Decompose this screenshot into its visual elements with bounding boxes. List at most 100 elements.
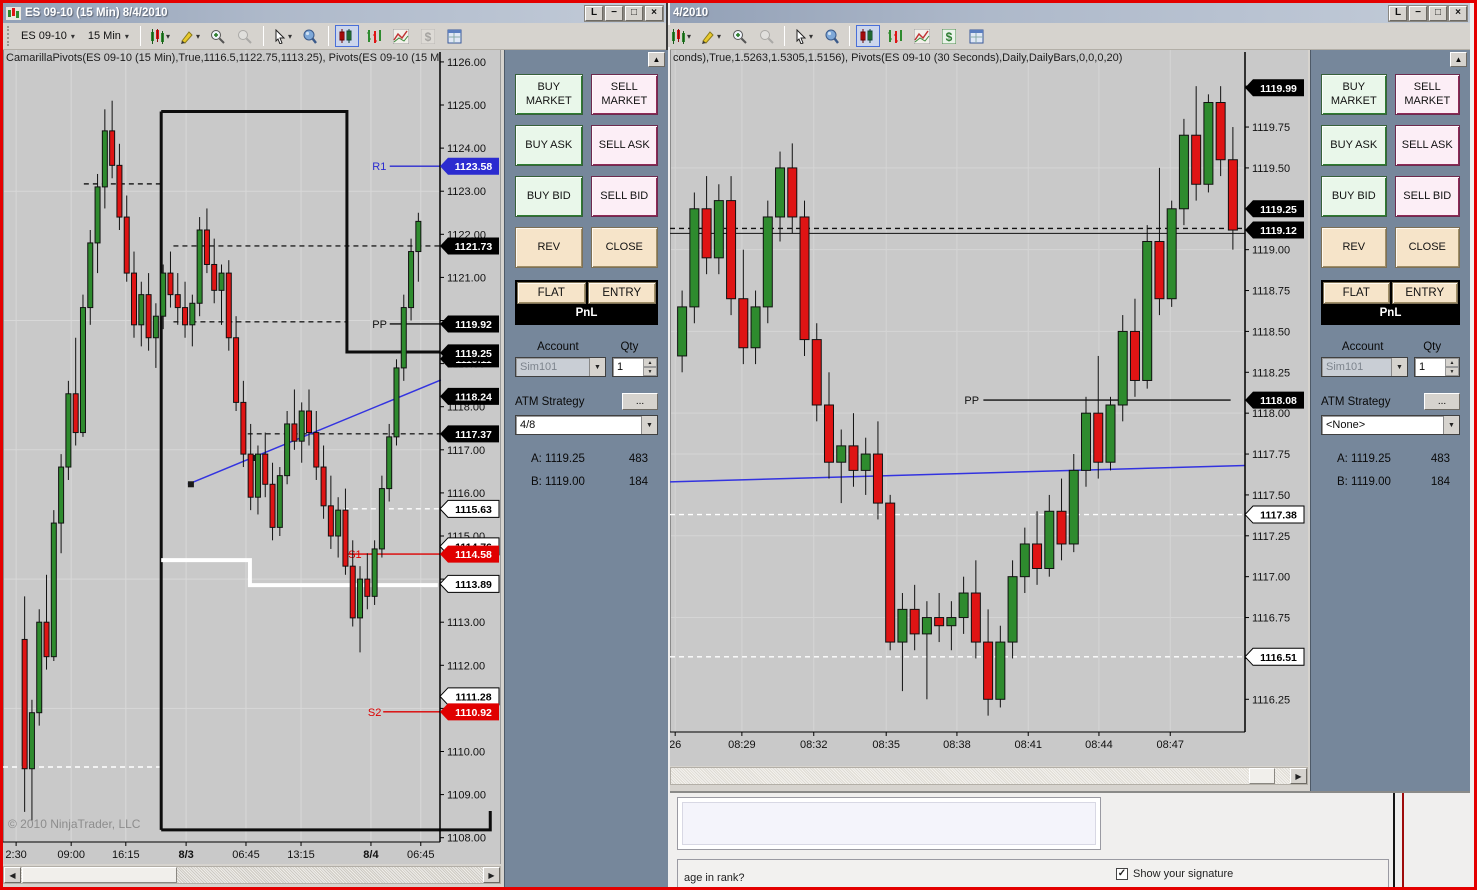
reverse-button[interactable]: REV <box>1321 227 1387 268</box>
chart-style-line-button[interactable] <box>910 25 935 47</box>
sell-market-button[interactable]: SELL MARKET <box>1394 74 1460 115</box>
buy-ask-button[interactable]: BUY ASK <box>1321 125 1387 166</box>
chart-style-bars-button[interactable] <box>361 25 386 47</box>
layout-button[interactable]: L <box>1388 4 1408 22</box>
dollar-display-button[interactable]: $ <box>415 25 440 47</box>
chart-window-right: 4/2010 L − □ × ▾ ▾ <box>668 3 1470 793</box>
close-position-button[interactable]: CLOSE <box>1394 227 1460 268</box>
chevron-down-icon: ▾ <box>195 31 200 41</box>
sell-ask-button[interactable]: SELL ASK <box>590 125 658 166</box>
scrollbar-thumb[interactable] <box>22 867 177 883</box>
instrument-selector[interactable]: ES 09-10 ▾ <box>16 26 80 46</box>
minimize-button[interactable]: − <box>604 4 624 22</box>
maximize-button[interactable]: □ <box>624 4 644 22</box>
svg-text:1118.00: 1118.00 <box>1252 408 1290 420</box>
chevron-down-icon: ▾ <box>124 31 129 41</box>
dollar-display-button[interactable]: $ <box>937 25 962 47</box>
zoom-out-button[interactable] <box>232 25 257 47</box>
pencil-icon <box>702 30 714 44</box>
svg-text:8/3: 8/3 <box>178 849 193 861</box>
buy-market-button[interactable]: BUY MARKET <box>515 74 583 115</box>
period-type-button[interactable]: ▾ <box>146 25 173 47</box>
drawing-tools-button[interactable]: ▾ <box>697 25 725 47</box>
spin-up-icon[interactable]: ▲ <box>1445 358 1459 367</box>
price-chart-left[interactable]: CamarillaPivots(ES 09-10 (15 Min),True,1… <box>3 50 501 864</box>
sell-market-button[interactable]: SELL MARKET <box>590 74 658 115</box>
close-position-button[interactable]: CLOSE <box>590 227 658 268</box>
chart-style-bars-button[interactable] <box>883 25 908 47</box>
interval-selector[interactable]: 15 Min ▾ <box>82 26 134 46</box>
account-select[interactable]: Sim101 ▼ <box>515 357 606 377</box>
background-browser-page: age in rank? ✓ Show your signature <box>668 793 1470 887</box>
buy-bid-button[interactable]: BUY BID <box>1321 176 1387 217</box>
sell-bid-button[interactable]: SELL BID <box>590 176 658 217</box>
close-button[interactable]: × <box>644 4 664 22</box>
zoom-out-button[interactable] <box>754 25 779 47</box>
period-type-button[interactable]: ▾ <box>668 25 695 47</box>
ask-size: 483 <box>628 453 648 465</box>
entry-button[interactable]: ENTRY <box>1391 282 1458 304</box>
atm-more-button[interactable]: ... <box>622 393 658 410</box>
data-box-button[interactable] <box>297 25 322 47</box>
panel-scroll-up-button[interactable]: ▲ <box>648 52 665 67</box>
scroll-right-button[interactable]: ▶ <box>1290 768 1307 784</box>
scroll-left-button[interactable]: ◀ <box>4 867 21 883</box>
candlestick-icon <box>150 28 164 44</box>
svg-text:1119.92: 1119.92 <box>455 319 492 331</box>
spin-down-icon[interactable]: ▼ <box>643 367 657 376</box>
scroll-right-button[interactable]: ▶ <box>483 867 500 883</box>
svg-text:1124.00: 1124.00 <box>447 143 486 155</box>
svg-text:1125.00: 1125.00 <box>447 100 486 112</box>
horizontal-scrollbar-left[interactable]: ◀ ▶ <box>3 866 501 884</box>
spin-up-icon[interactable]: ▲ <box>643 358 657 367</box>
buy-bid-button[interactable]: BUY BID <box>515 176 583 217</box>
atm-strategy-label: ATM Strategy <box>1321 395 1391 408</box>
cursor-tool-button[interactable]: ▾ <box>791 25 817 47</box>
signature-checkbox[interactable]: ✓ <box>1116 868 1128 880</box>
svg-text:PP: PP <box>964 395 979 407</box>
buy-ask-button[interactable]: BUY ASK <box>515 125 583 166</box>
atm-more-button[interactable]: ... <box>1424 393 1460 410</box>
chart-style-candle-button[interactable] <box>334 25 359 47</box>
flat-button[interactable]: FLAT <box>1323 282 1390 304</box>
toolbar-grip[interactable] <box>7 26 11 46</box>
titlebar-left[interactable]: ES 09-10 (15 Min) 8/4/2010 L − □ × <box>3 3 666 23</box>
quantity-stepper[interactable]: 1 ▲ ▼ <box>1414 357 1460 377</box>
spin-down-icon[interactable]: ▼ <box>1445 367 1459 376</box>
reply-text-area[interactable] <box>677 797 1101 850</box>
titlebar-right[interactable]: 4/2010 L − □ × <box>670 3 1470 23</box>
buy-market-button[interactable]: BUY MARKET <box>1321 74 1387 115</box>
close-button[interactable]: × <box>1448 4 1468 22</box>
chart-style-candle-button[interactable] <box>856 25 881 47</box>
price-chart-right[interactable]: conds),True,1.5263,1.5305,1.5156), Pivot… <box>670 50 1308 766</box>
data-grid-button[interactable] <box>442 25 467 47</box>
chart-window-left: ES 09-10 (15 Min) 8/4/2010 L − □ × ES 09… <box>3 3 668 887</box>
reverse-button[interactable]: REV <box>515 227 583 268</box>
maximize-button[interactable]: □ <box>1428 4 1448 22</box>
divider-line-red <box>1402 793 1404 887</box>
flat-button[interactable]: FLAT <box>517 282 586 304</box>
drawing-tools-button[interactable]: ▾ <box>175 25 203 47</box>
sell-ask-button[interactable]: SELL ASK <box>1394 125 1460 166</box>
chevron-down-icon: ▾ <box>165 31 170 41</box>
account-label: Account <box>1341 341 1384 353</box>
layout-button[interactable]: L <box>584 4 604 22</box>
zoom-in-button[interactable] <box>727 25 752 47</box>
data-box-button[interactable] <box>819 25 844 47</box>
account-select[interactable]: Sim101 ▼ <box>1321 357 1408 377</box>
minimize-button[interactable]: − <box>1408 4 1428 22</box>
entry-button[interactable]: ENTRY <box>587 282 656 304</box>
data-grid-button[interactable] <box>964 25 989 47</box>
horizontal-scrollbar-right[interactable]: ▶ <box>670 767 1308 785</box>
atm-strategy-select[interactable]: 4/8 ▼ <box>515 415 658 435</box>
zoom-in-button[interactable] <box>205 25 230 47</box>
zoom-out-icon <box>238 29 253 44</box>
quantity-stepper[interactable]: 1 ▲ ▼ <box>612 357 658 377</box>
cursor-tool-button[interactable]: ▾ <box>269 25 295 47</box>
chart-style-line-button[interactable] <box>388 25 413 47</box>
panel-scroll-up-button[interactable]: ▲ <box>1450 52 1467 67</box>
scrollbar-thumb[interactable] <box>1249 768 1275 784</box>
atm-strategy-select[interactable]: <None> ▼ <box>1321 415 1460 435</box>
sell-bid-button[interactable]: SELL BID <box>1394 176 1460 217</box>
